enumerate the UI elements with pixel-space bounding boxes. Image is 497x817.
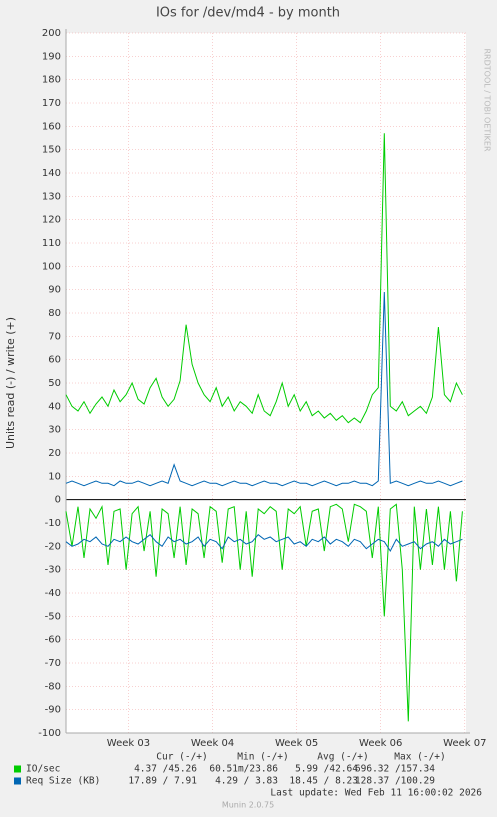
- legend-value: 4.37 /45.26: [134, 764, 197, 775]
- legend-label: Req Size (KB): [26, 776, 100, 787]
- legend-value: 696.32 /157.34: [355, 764, 435, 775]
- y-tick-label: -20: [45, 541, 61, 552]
- y-tick-label: 70: [48, 331, 61, 342]
- legend-column-header: Min (-/+): [237, 752, 288, 763]
- legend-value: 5.99 /42.64: [295, 764, 358, 775]
- y-tick-label: 200: [42, 28, 61, 39]
- y-tick-label: 100: [42, 261, 61, 272]
- y-tick-label: 110: [42, 238, 61, 249]
- legend-swatch: [14, 777, 21, 785]
- x-tick-label: Week 07: [443, 738, 486, 749]
- y-tick-label: 50: [48, 378, 61, 389]
- y-tick-label: 160: [42, 121, 61, 132]
- legend-value: 60.51m/23.86: [209, 764, 278, 775]
- y-axis-label: Units read (-) / write (+): [4, 317, 17, 449]
- legend-value: 17.89 / 7.91: [128, 776, 197, 787]
- legend-value: 128.37 /100.29: [355, 776, 435, 787]
- x-tick-label: Week 04: [191, 738, 234, 749]
- chart-title: IOs for /dev/md4 - by month: [156, 6, 340, 21]
- y-tick-label: 90: [48, 285, 61, 296]
- y-tick-label: 20: [48, 448, 61, 459]
- y-tick-label: -80: [45, 681, 61, 692]
- y-tick-label: 140: [42, 168, 61, 179]
- series-line: [65, 133, 463, 424]
- y-tick-label: 80: [48, 308, 61, 319]
- legend-column-header: Cur (-/+): [156, 752, 207, 763]
- y-tick-label: -90: [45, 705, 61, 716]
- y-tick-label: -70: [45, 658, 61, 669]
- y-tick-label: 0: [55, 495, 61, 506]
- series-line: [65, 534, 463, 552]
- y-tick-label: 180: [42, 75, 61, 86]
- legend-swatch: [14, 765, 21, 773]
- y-tick-label: 60: [48, 355, 61, 366]
- legend-label: IO/sec: [26, 764, 60, 775]
- x-tick-label: Week 06: [359, 738, 402, 749]
- legend-column-header: Max (-/+): [394, 752, 445, 763]
- series-line: [65, 291, 463, 487]
- y-tick-label: -60: [45, 635, 61, 646]
- y-tick-label: 170: [42, 98, 61, 109]
- y-tick-label: 190: [42, 51, 61, 62]
- y-tick-label: -30: [45, 565, 61, 576]
- y-tick-label: 120: [42, 215, 61, 226]
- y-tick-label: 30: [48, 425, 61, 436]
- legend-column-header: Avg (-/+): [317, 752, 368, 763]
- y-tick-label: -10: [45, 518, 61, 529]
- last-update: Last update: Wed Feb 11 16:00:02 2026: [270, 788, 482, 799]
- footer: Munin 2.0.75: [222, 801, 274, 810]
- y-tick-label: -40: [45, 588, 61, 599]
- y-tick-label: -50: [45, 611, 61, 622]
- y-tick-label: -100: [38, 728, 61, 739]
- legend-value: 18.45 / 8.23: [289, 776, 358, 787]
- x-tick-label: Week 03: [107, 738, 150, 749]
- y-tick-label: 40: [48, 401, 61, 412]
- series-line: [65, 503, 463, 722]
- side-text: RRDTOOL / TOBI OETIKER: [483, 48, 492, 151]
- y-tick-label: 130: [42, 191, 61, 202]
- y-tick-label: 150: [42, 145, 61, 156]
- legend-value: 4.29 / 3.83: [215, 776, 278, 787]
- y-tick-label: 10: [48, 471, 61, 482]
- x-tick-label: Week 05: [275, 738, 318, 749]
